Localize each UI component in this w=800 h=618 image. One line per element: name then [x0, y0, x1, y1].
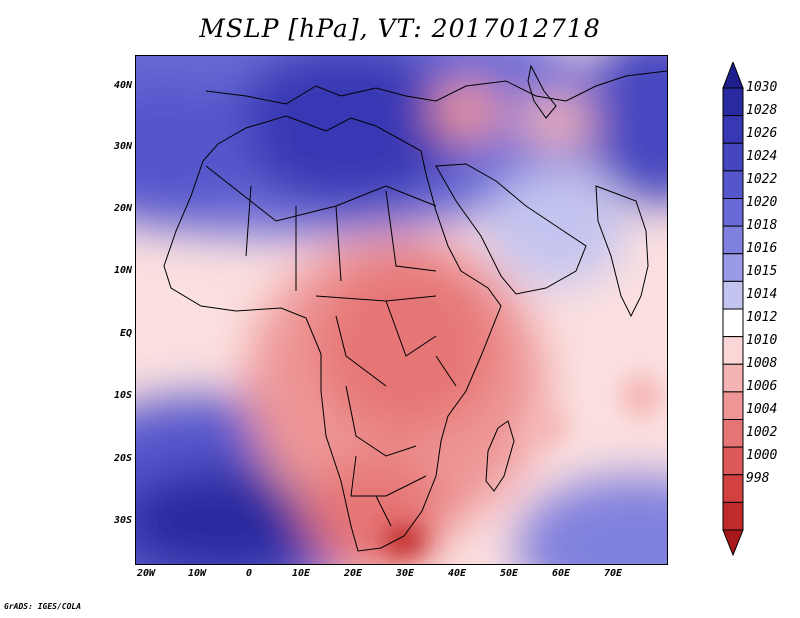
colorbar-label-1015: 1015	[746, 264, 778, 279]
lon-label-0: 0	[245, 568, 253, 579]
colorbar-label-1030: 1030	[746, 80, 778, 95]
colorbar-label-1028: 1028	[746, 103, 778, 118]
lat-label-30n: 30N	[113, 141, 132, 152]
lat-label-eq: EQ	[119, 328, 132, 339]
colorbar-label-1024: 1024	[746, 149, 778, 164]
map-panel	[135, 55, 668, 565]
colorbar-label-1010: 1010	[746, 333, 778, 348]
pressure-field	[136, 56, 667, 564]
colorbar-label-1022: 1022	[746, 172, 778, 187]
colorbar-label-1014: 1014	[746, 287, 778, 302]
colorbar-label-1004: 1004	[746, 402, 778, 417]
lat-label-20n: 20N	[113, 203, 132, 214]
coastlines	[163, 64, 667, 552]
colorbar-segment-1008	[722, 391, 744, 420]
colorbar-label-1000: 1000	[746, 448, 778, 463]
lat-label-30s: 30S	[113, 515, 132, 526]
lon-label-70e: 70E	[603, 568, 623, 579]
colorbar-segment-1022	[722, 170, 744, 199]
colorbar-segment-1015	[722, 280, 744, 310]
lon-label-10w: 10W	[187, 568, 207, 579]
lon-label-10e: 10E	[291, 568, 311, 579]
colorbar-segment-1012	[722, 336, 744, 365]
colorbar-bottom-arrow	[722, 529, 744, 556]
footer-credit: GrADS: IGES/COLA	[4, 602, 82, 611]
lat-label-20s: 20S	[113, 453, 132, 464]
colorbar-segment-1018	[722, 225, 744, 255]
colorbar	[722, 62, 744, 556]
lon-label-20w: 20W	[136, 568, 156, 579]
colorbar-segment-1010	[722, 363, 744, 393]
colorbar-segment-1024	[722, 142, 744, 172]
lon-label-50e: 50E	[499, 568, 519, 579]
colorbar-label-1020: 1020	[746, 195, 778, 210]
colorbar-label-1012: 1012	[746, 310, 778, 325]
colorbar-segment-1002	[722, 474, 744, 503]
colorbar-segment-1004	[722, 446, 744, 476]
colorbar-segment-1014	[722, 308, 744, 338]
colorbar-segment-1028	[722, 87, 744, 117]
colorbar-label-1008: 1008	[746, 356, 778, 371]
colorbar-segment-1020	[722, 198, 744, 227]
lon-label-20e: 20E	[343, 568, 363, 579]
colorbar-segment-1026	[722, 115, 744, 144]
colorbar-label-1018: 1018	[746, 218, 778, 233]
colorbar-label-1002: 1002	[746, 425, 778, 440]
lon-label-30e: 30E	[395, 568, 415, 579]
colorbar-label-1016: 1016	[746, 241, 778, 256]
colorbar-segment-1016	[722, 253, 744, 282]
lon-label-40e: 40E	[447, 568, 467, 579]
lat-label-10s: 10S	[113, 390, 132, 401]
colorbar-segment-1006	[722, 419, 744, 448]
colorbar-label-998: 998	[746, 471, 770, 486]
lat-label-10n: 10N	[113, 265, 132, 276]
colorbar-label-1006: 1006	[746, 379, 778, 394]
map-title: MSLP [hPa], VT: 2017012718	[199, 14, 601, 43]
colorbar-top-arrow	[722, 62, 744, 89]
lat-label-40n: 40N	[113, 80, 132, 91]
colorbar-segment-1000	[722, 501, 744, 531]
colorbar-label-1026: 1026	[746, 126, 778, 141]
lon-label-60e: 60E	[551, 568, 571, 579]
